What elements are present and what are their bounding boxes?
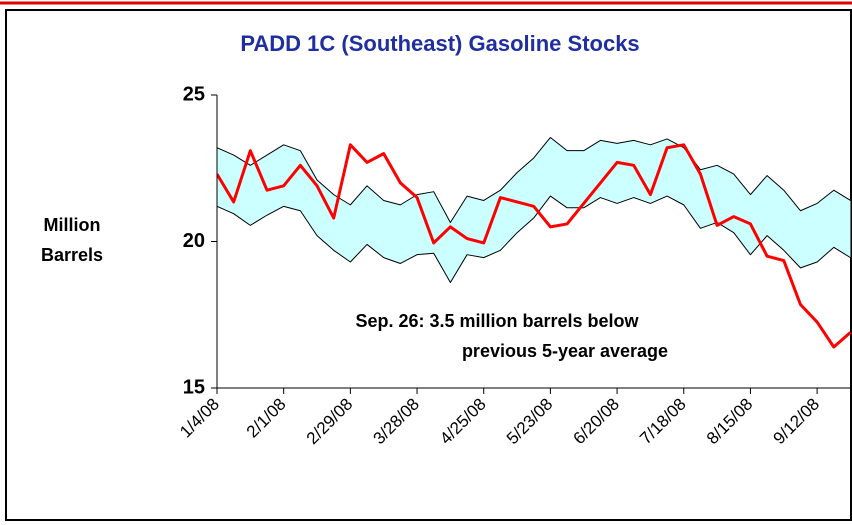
y-tick-label: 25 xyxy=(183,83,205,105)
annotation: previous 5-year average xyxy=(462,341,668,361)
chart-title: PADD 1C (Southeast) Gasoline Stocks xyxy=(240,31,639,56)
y-axis-label: Barrels xyxy=(41,245,103,265)
series-line xyxy=(217,136,851,223)
frame xyxy=(5,9,852,521)
y-tick-label: 15 xyxy=(183,376,205,398)
annotation: Sep. 26: 3.5 million barrels below xyxy=(355,311,639,331)
y-axis-label: Million xyxy=(44,215,101,235)
plot-area xyxy=(217,136,852,349)
series-line xyxy=(217,143,852,349)
y-tick-label: 20 xyxy=(183,230,205,252)
series-line xyxy=(217,195,851,284)
band-fill xyxy=(217,137,851,283)
